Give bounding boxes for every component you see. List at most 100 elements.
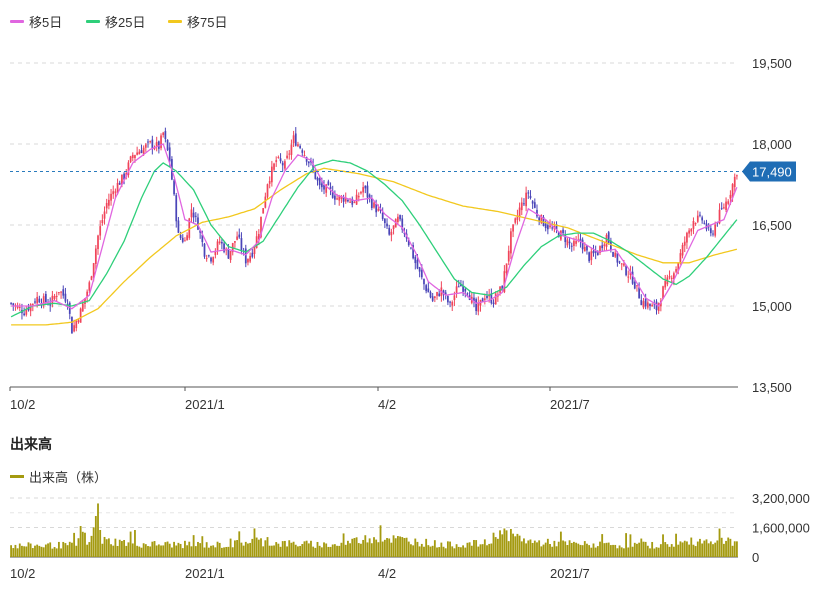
volume-bar	[349, 543, 352, 557]
volume-bar	[142, 543, 145, 557]
volume-bar	[612, 544, 614, 557]
volume-bar	[375, 539, 378, 557]
candle-body	[207, 255, 210, 257]
candle-body	[12, 303, 15, 306]
volume-bar	[468, 542, 471, 557]
candle-body	[123, 173, 125, 180]
candle-body	[199, 230, 202, 233]
volume-bar	[218, 542, 221, 557]
candle-body	[201, 235, 204, 243]
candle-body	[292, 135, 295, 144]
candle-body	[247, 258, 249, 263]
volume-bar	[77, 538, 80, 557]
volume-bar	[455, 544, 458, 557]
volume-bar	[18, 543, 21, 557]
volume-bar	[559, 531, 562, 557]
candle-body	[453, 295, 456, 301]
volume-bar	[581, 545, 584, 557]
volume-bar	[386, 538, 388, 557]
volume-bar	[731, 545, 734, 557]
volume-bar	[118, 539, 121, 557]
candle-body	[562, 229, 564, 234]
volume-bar	[368, 538, 371, 557]
volume-bar	[551, 546, 554, 557]
candle-body	[673, 273, 675, 280]
volume-bar	[646, 545, 649, 557]
candle-body	[438, 293, 441, 297]
candle-body	[399, 215, 401, 220]
candle-body	[512, 224, 514, 232]
x-tick-label: 2021/7	[550, 397, 590, 412]
candle-body	[240, 238, 243, 250]
volume-bar	[238, 531, 241, 557]
volume-bar	[631, 546, 634, 557]
volume-bar	[653, 548, 656, 557]
volume-bar	[36, 544, 39, 557]
volume-bar	[666, 544, 669, 557]
volume-bar	[479, 544, 482, 557]
candle-body	[270, 166, 273, 183]
volume-bar	[14, 544, 17, 557]
volume-bar	[212, 545, 215, 557]
legend-volume-swatch	[10, 475, 24, 478]
candle-body	[642, 301, 645, 308]
volume-bar	[566, 545, 569, 557]
candle-body	[594, 250, 597, 253]
candle-body	[101, 220, 104, 224]
candle-body	[16, 305, 19, 308]
volume-bar	[253, 528, 256, 557]
volume-bar	[197, 541, 199, 557]
legend-volume: 出来高（株）	[10, 467, 107, 486]
volume-bar	[470, 545, 473, 557]
volume-bar	[709, 541, 712, 557]
volume-bar	[366, 542, 369, 557]
candle-body	[221, 241, 223, 244]
candle-body	[623, 263, 625, 266]
volume-bar	[123, 539, 126, 557]
candle-body	[355, 194, 358, 205]
volume-bar	[573, 541, 575, 557]
candle-body	[307, 161, 310, 164]
volume-bar	[486, 545, 488, 557]
candle-body	[723, 207, 725, 209]
candle-body	[692, 221, 695, 229]
volume-bar	[427, 545, 430, 557]
volume-bar	[553, 540, 556, 557]
candle-body	[566, 239, 569, 246]
candle-body	[286, 155, 288, 159]
candle-body	[301, 150, 304, 153]
volume-bar	[329, 546, 332, 557]
candle-body	[212, 257, 215, 263]
volume-bar	[490, 543, 493, 557]
volume-bar	[266, 537, 269, 557]
candle-body	[397, 216, 399, 223]
candle-body	[314, 169, 317, 179]
volume-bar	[173, 541, 175, 557]
candle-body	[370, 198, 373, 209]
candle-body	[720, 207, 723, 209]
volume-bar	[64, 543, 67, 557]
volume-bar	[394, 538, 397, 557]
candle-body	[257, 233, 260, 240]
volume-bar	[101, 543, 104, 557]
volume-bar	[164, 542, 167, 557]
volume-bar	[405, 537, 408, 557]
candle-body	[325, 184, 328, 193]
volume-bar	[99, 529, 102, 557]
candle-body	[79, 308, 82, 323]
candle-body	[507, 250, 510, 262]
candle-body	[305, 157, 308, 162]
volume-bar	[288, 540, 291, 557]
volume-bar	[694, 546, 697, 557]
candle-body	[477, 302, 480, 312]
candle-body	[179, 234, 182, 238]
volume-bar	[294, 544, 297, 557]
volume-bar	[475, 540, 478, 557]
volume-bar	[555, 546, 558, 557]
volume-bar	[227, 546, 230, 557]
candle-body	[175, 195, 178, 222]
volume-bar	[433, 540, 436, 557]
volume-bar	[618, 545, 621, 557]
candle-body	[638, 287, 640, 299]
volume-bar	[590, 547, 593, 557]
